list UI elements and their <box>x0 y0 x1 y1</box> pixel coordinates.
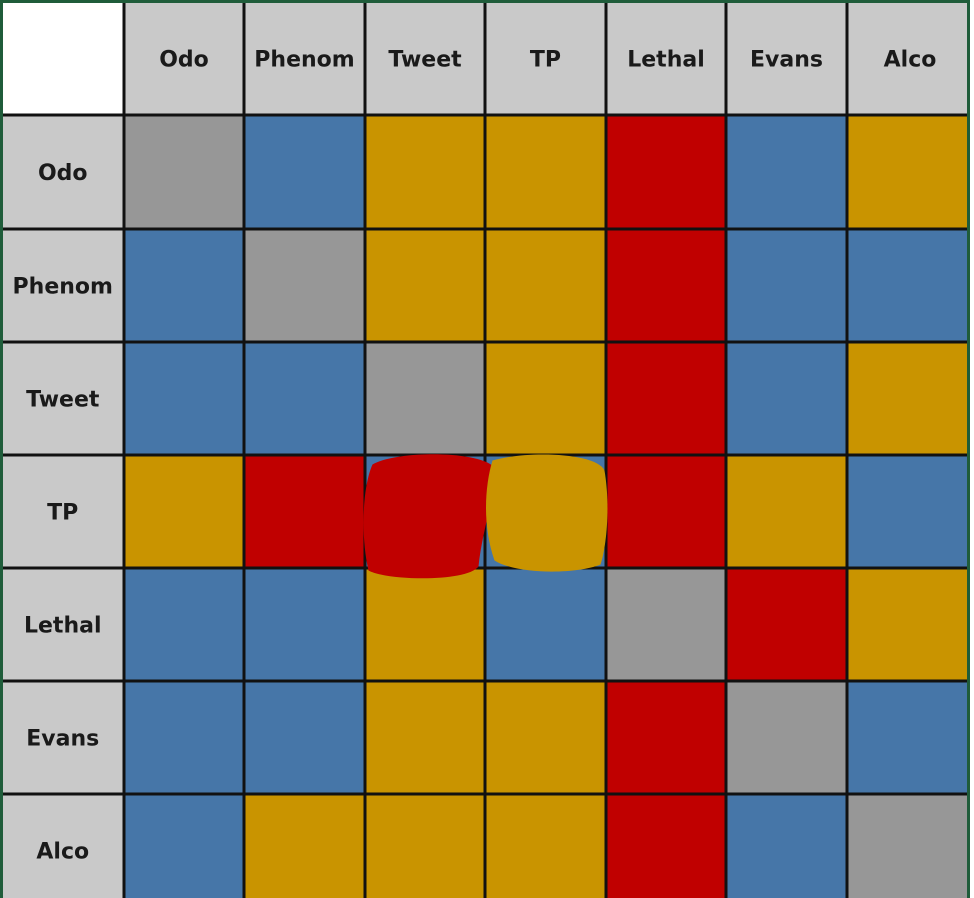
cell-lethal-vs-alco <box>848 569 967 680</box>
cell-phenom-vs-lethal <box>607 230 725 341</box>
row-header-label: Phenom <box>13 275 113 300</box>
cell-odo-vs-evans <box>727 116 846 228</box>
row-header-label: Tweet <box>26 388 100 413</box>
cell-tp-vs-lethal <box>607 456 725 567</box>
cell-tp-vs-phenom <box>245 456 364 567</box>
column-header-tweet <box>366 3 484 114</box>
cell-tweet-vs-tweet <box>366 343 484 454</box>
row-header-label: Lethal <box>24 614 102 639</box>
cell-odo-vs-tp <box>486 116 605 228</box>
cell-tweet-vs-tp <box>486 343 605 454</box>
cell-phenom-vs-phenom <box>245 230 364 341</box>
cell-odo-vs-phenom <box>245 116 364 228</box>
cell-odo-vs-alco <box>848 116 967 228</box>
row-header-phenom <box>3 230 123 341</box>
cell-alco-vs-tweet <box>366 795 484 898</box>
row-header-label: TP <box>47 501 78 526</box>
row-header-evans <box>3 682 123 793</box>
column-header-odo <box>125 3 243 114</box>
column-header-phenom <box>245 3 364 114</box>
column-header-lethal <box>607 3 725 114</box>
cell-tp-vs-odo <box>125 456 243 567</box>
column-header-label: Tweet <box>388 47 462 72</box>
corner-cell <box>3 3 123 114</box>
cell-tweet-vs-odo <box>125 343 243 454</box>
cell-phenom-vs-tp <box>486 230 605 341</box>
column-header-label: Phenom <box>254 47 354 72</box>
cell-tp-vs-alco <box>848 456 967 567</box>
cell-phenom-vs-odo <box>125 230 243 341</box>
row-header-label: Evans <box>26 727 99 752</box>
column-header-label: Evans <box>750 47 823 72</box>
column-header-label: TP <box>530 47 561 72</box>
cell-evans-vs-phenom <box>245 682 364 793</box>
row-header-alco <box>3 795 123 898</box>
cell-evans-vs-alco <box>848 682 967 793</box>
painted-mark-tp-vs-tweet <box>363 454 495 579</box>
heatmap-svg: Odo Phenom Tweet TP Lethal Evans Alco Odo Phenom… <box>3 3 967 898</box>
cell-odo-vs-tweet <box>366 116 484 228</box>
column-header-label: Alco <box>884 47 937 72</box>
cell-lethal-vs-lethal <box>607 569 725 680</box>
row-header-label: Alco <box>36 840 89 865</box>
cell-alco-vs-phenom <box>245 795 364 898</box>
cell-odo-vs-lethal <box>607 116 725 228</box>
row-header-label: Odo <box>38 161 88 186</box>
cell-alco-vs-alco <box>848 795 967 898</box>
cell-lethal-vs-phenom <box>245 569 364 680</box>
cell-tweet-vs-evans <box>727 343 846 454</box>
cell-evans-vs-odo <box>125 682 243 793</box>
cell-tweet-vs-lethal <box>607 343 725 454</box>
column-header-alco <box>848 3 967 114</box>
cell-phenom-vs-tweet <box>366 230 484 341</box>
cell-lethal-vs-evans <box>727 569 846 680</box>
cell-lethal-vs-odo <box>125 569 243 680</box>
row-header-tp <box>3 456 123 567</box>
cell-odo-vs-odo <box>125 116 243 228</box>
cell-phenom-vs-alco <box>848 230 967 341</box>
column-header-evans <box>727 3 846 114</box>
cell-evans-vs-tp <box>486 682 605 793</box>
cell-alco-vs-tp <box>486 795 605 898</box>
cell-tp-vs-evans <box>727 456 846 567</box>
painted-mark-tp-vs-tp <box>486 454 608 572</box>
cell-tweet-vs-alco <box>848 343 967 454</box>
cell-evans-vs-tweet <box>366 682 484 793</box>
cell-lethal-vs-tweet <box>366 569 484 680</box>
row-header-odo <box>3 116 123 228</box>
cell-phenom-vs-evans <box>727 230 846 341</box>
cell-alco-vs-odo <box>125 795 243 898</box>
cell-evans-vs-lethal <box>607 682 725 793</box>
cell-alco-vs-evans <box>727 795 846 898</box>
cell-lethal-vs-tp <box>486 569 605 680</box>
cell-tweet-vs-phenom <box>245 343 364 454</box>
matchup-heatmap: Odo Phenom Tweet TP Lethal Evans Alco Odo Phenom… <box>3 3 967 898</box>
row-header-lethal <box>3 569 123 680</box>
column-header-tp <box>486 3 605 114</box>
cell-alco-vs-lethal <box>607 795 725 898</box>
column-header-label: Odo <box>159 47 209 72</box>
column-header-label: Lethal <box>627 47 705 72</box>
row-header-tweet <box>3 343 123 454</box>
cell-evans-vs-evans <box>727 682 846 793</box>
